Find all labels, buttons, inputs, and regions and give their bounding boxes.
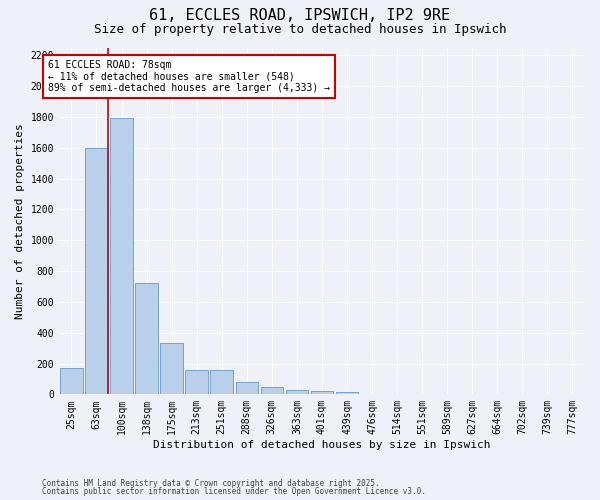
Bar [260, 388, 283, 394]
Bar [85, 148, 108, 394]
Text: 61 ECCLES ROAD: 78sqm
← 11% of detached houses are smaller (548)
89% of semi-det: 61 ECCLES ROAD: 78sqm ← 11% of detached … [48, 60, 330, 93]
Text: 61, ECCLES ROAD, IPSWICH, IP2 9RE: 61, ECCLES ROAD, IPSWICH, IP2 9RE [149, 8, 451, 22]
Text: Contains HM Land Registry data © Crown copyright and database right 2025.: Contains HM Land Registry data © Crown c… [42, 478, 380, 488]
Bar [185, 370, 208, 394]
Text: Contains public sector information licensed under the Open Government Licence v3: Contains public sector information licen… [42, 487, 426, 496]
Text: Size of property relative to detached houses in Ipswich: Size of property relative to detached ho… [94, 22, 506, 36]
Bar [136, 284, 158, 395]
X-axis label: Distribution of detached houses by size in Ipswich: Distribution of detached houses by size … [153, 440, 491, 450]
Bar [211, 370, 233, 394]
Bar [236, 382, 258, 394]
Bar [60, 368, 83, 394]
Bar [311, 392, 333, 394]
Bar [110, 118, 133, 394]
Bar [286, 390, 308, 394]
Bar [160, 344, 183, 394]
Bar [336, 392, 358, 394]
Y-axis label: Number of detached properties: Number of detached properties [15, 123, 25, 319]
